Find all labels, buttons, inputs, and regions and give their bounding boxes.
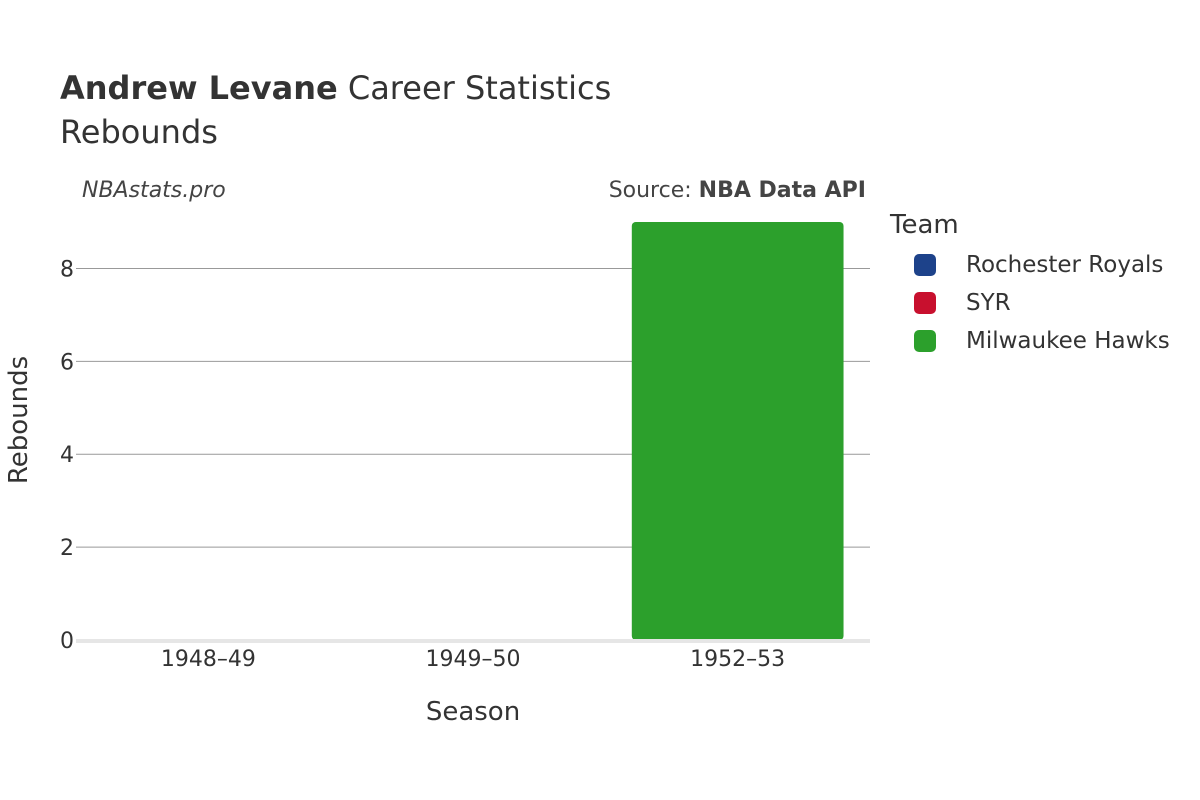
x-tick-label: 1952–53 bbox=[690, 647, 785, 672]
y-tick-label: 8 bbox=[60, 257, 74, 282]
chart-subtitle: Rebounds bbox=[60, 113, 218, 151]
y-tick-label: 6 bbox=[60, 350, 74, 375]
y-tick-label: 0 bbox=[60, 629, 74, 654]
player-name: Andrew Levane bbox=[60, 69, 338, 107]
source-credit: Source: NBA Data API bbox=[609, 178, 866, 203]
title-line: Andrew Levane Career Statistics bbox=[60, 66, 611, 110]
legend-label: Rochester Royals bbox=[966, 252, 1164, 278]
legend-label: Milwaukee Hawks bbox=[966, 328, 1170, 354]
x-axis-title: Season bbox=[426, 697, 520, 727]
source-name: NBA Data API bbox=[698, 178, 866, 203]
legend: Team Rochester Royals SYR Milwaukee Hawks bbox=[890, 210, 1170, 360]
source-prefix: Source: bbox=[608, 178, 699, 203]
bars bbox=[631, 222, 844, 640]
y-tick-label: 4 bbox=[60, 443, 74, 468]
y-axis-title: Rebounds bbox=[4, 356, 34, 484]
legend-swatch bbox=[914, 254, 936, 276]
chart-title: Andrew Levane Career Statistics Rebounds bbox=[60, 66, 611, 154]
legend-title: Team bbox=[890, 210, 959, 240]
legend-item[interactable]: Rochester Royals bbox=[890, 246, 1170, 284]
x-tick-label: 1948–49 bbox=[161, 647, 256, 672]
legend-label: SYR bbox=[966, 290, 1011, 316]
title-suffix: Career Statistics bbox=[337, 69, 612, 107]
legend-swatch bbox=[914, 330, 936, 352]
x-tick-label: 1949–50 bbox=[426, 647, 521, 672]
y-tick-label: 2 bbox=[60, 536, 74, 561]
watermark: NBAstats.pro bbox=[82, 178, 226, 203]
legend-items: Rochester Royals SYR Milwaukee Hawks bbox=[890, 246, 1170, 360]
legend-swatch bbox=[914, 292, 936, 314]
legend-item[interactable]: Milwaukee Hawks bbox=[890, 322, 1170, 360]
bar[interactable] bbox=[631, 222, 844, 640]
axes: 0 2 4 6 8 1948–49 1949–50 1952–53 bbox=[60, 257, 870, 672]
legend-item[interactable]: SYR bbox=[890, 284, 1170, 322]
